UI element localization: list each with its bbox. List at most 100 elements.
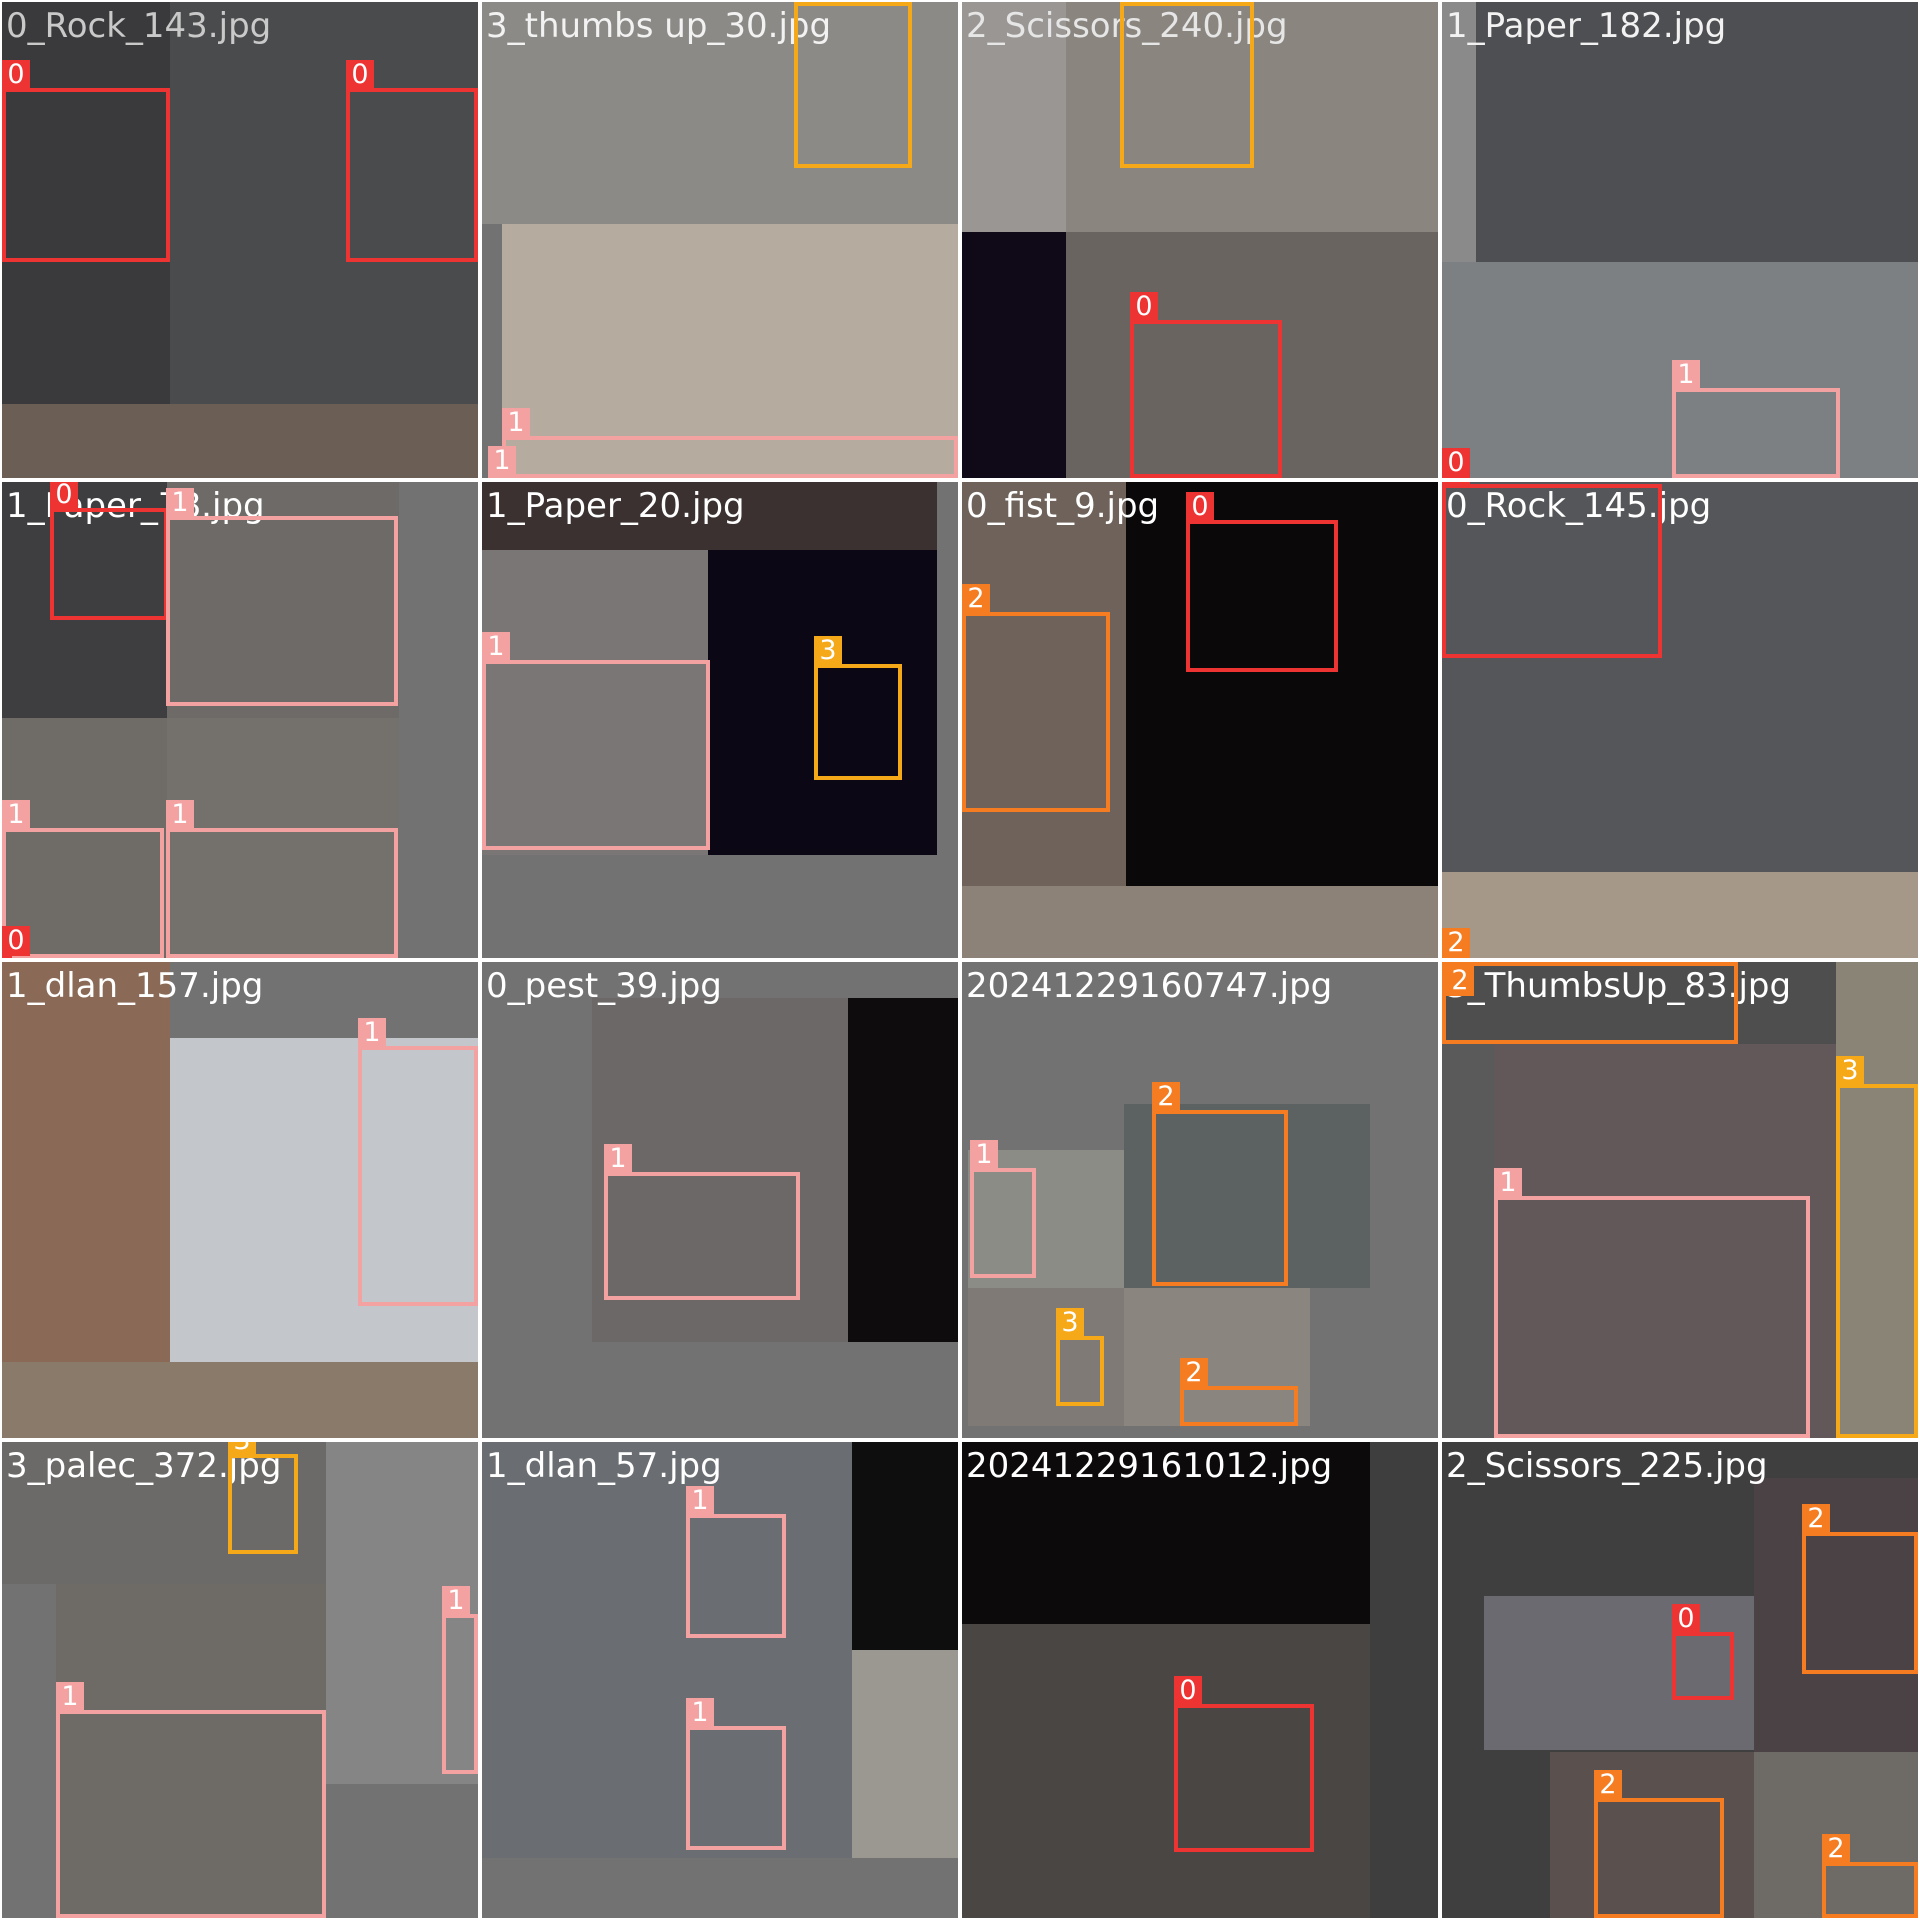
bbox-class-label: 2: [1594, 1770, 1622, 1800]
photo-patch: [167, 482, 399, 718]
bbox-class-2: 2: [1180, 1358, 1298, 1426]
tile-filename: 2_Scissors_240.jpg: [966, 6, 1288, 46]
bbox-class-2: 2: [962, 584, 1110, 812]
bbox-class-1: 1: [166, 488, 398, 706]
photo-patch: [482, 1650, 852, 1858]
bbox-class-label: 0: [1672, 1604, 1700, 1634]
bbox-class-2: 2: [1594, 1770, 1724, 1918]
photo-patch: [1370, 1442, 1438, 1918]
bbox-class-2: 2: [1442, 962, 1738, 1044]
tile-filename: 20241229160747.jpg: [966, 966, 1333, 1006]
tile-2-scissors-240: 2_Scissors_240.jpg 3 0: [962, 2, 1438, 478]
bbox-class-label: 0: [50, 482, 78, 510]
photo-patch: [968, 1150, 1124, 1288]
bbox-class-3: 3: [814, 636, 902, 780]
bbox-class-label: 1: [1672, 360, 1700, 390]
bbox-class-label: 1: [970, 1140, 998, 1170]
photo-patch: [1124, 1288, 1310, 1426]
bbox-class-label: 1: [502, 408, 530, 438]
bbox-class-label: 2: [1822, 1834, 1850, 1864]
bbox-class-1: 1: [166, 800, 398, 958]
photo-patch: [482, 1442, 852, 1650]
bbox-class-label: 2: [1180, 1358, 1208, 1388]
photo-patch: [962, 1624, 1370, 1918]
bbox-class-0: 0: [2, 60, 170, 262]
bbox-class-label: 3: [1120, 2, 1148, 4]
bbox-class-label: 3: [794, 2, 822, 4]
photo-patch: [482, 482, 937, 550]
photo-patch: [2, 962, 170, 1362]
tile-filename: 20241229161012.jpg: [966, 1446, 1333, 1486]
tile-3-thumbsup-83: 3_ThumbsUp_83.jpg 3 1 2: [1442, 962, 1918, 1438]
tile-0-fist-9: 0_fist_9.jpg 0 2: [962, 482, 1438, 958]
bbox-class-label: 1: [604, 1144, 632, 1174]
photo-patch: [56, 1584, 326, 1918]
tile-filename: 0_fist_9.jpg: [966, 486, 1160, 526]
bbox-class-0: 0: [1174, 1676, 1314, 1852]
bbox-class-2: 2: [1152, 1082, 1288, 1286]
photo-patch: [848, 998, 958, 1342]
bbox-class-label: 2: [1152, 1082, 1180, 1112]
bbox-class-0: 0: [346, 60, 478, 262]
bbox-class-2: 2: [1442, 928, 1470, 958]
photo-patch: [1484, 1596, 1754, 1750]
bbox-class-label: 0: [1442, 482, 1470, 486]
photo-patch: [1476, 2, 1918, 262]
bbox-class-label: 1: [686, 1486, 714, 1516]
tile-filename: 1_Paper_182.jpg: [1446, 6, 1727, 46]
photo-patch: [852, 1650, 958, 1858]
bbox-class-label: 1: [358, 1018, 386, 1048]
bbox-class-0: 0: [50, 482, 168, 620]
tile-0-rock-145: 0_Rock_145.jpg 0 2: [1442, 482, 1918, 958]
tile-1-paper-78: 1_Paper_78.jpg 0 1 1 1 0: [2, 482, 478, 958]
bbox-class-0: 0: [1672, 1604, 1734, 1700]
photo-patch: [1442, 872, 1918, 958]
bbox-class-1: 1: [686, 1698, 786, 1850]
photo-patch: [170, 2, 478, 404]
bbox-class-label: 1: [482, 632, 510, 662]
bbox-class-1: 1: [442, 1586, 478, 1774]
photo-patch: [1126, 482, 1438, 886]
photo-patch: [962, 886, 1438, 958]
photo-patch: [2, 1442, 326, 1584]
tile-filename: 0_pest_39.jpg: [486, 966, 722, 1006]
bbox-class-label: 0: [2, 926, 30, 956]
bbox-class-label: 2: [1802, 1504, 1830, 1534]
photo-patch: [2, 404, 478, 478]
bbox-class-3: 3: [1836, 1056, 1918, 1438]
bbox-class-label: 2: [1446, 966, 1474, 996]
bbox-class-1: 1: [502, 408, 958, 478]
tile-filename: 1_dlan_57.jpg: [486, 1446, 722, 1486]
tile-1-paper-20: 1_Paper_20.jpg 1 3: [482, 482, 958, 958]
photo-patch: [2, 482, 167, 718]
bbox-class-1: 1: [1494, 1168, 1810, 1438]
photo-patch: [592, 998, 848, 1342]
photo-patch: [962, 1442, 1370, 1624]
photo-patch: [170, 1038, 478, 1362]
bbox-class-label: 1: [488, 446, 516, 476]
bbox-class-1: 1: [56, 1682, 326, 1918]
bbox-class-label: 2: [1442, 928, 1470, 958]
bbox-class-label: 1: [1494, 1168, 1522, 1198]
bbox-class-2: 2: [1802, 1504, 1918, 1674]
photo-patch: [1066, 232, 1438, 478]
bbox-class-3: 3: [228, 1442, 298, 1554]
bbox-class-3: 3: [794, 2, 912, 168]
tile-filename: 1_Paper_20.jpg: [486, 486, 745, 526]
tile-filename: 3_thumbs up_30.jpg: [486, 6, 832, 46]
tile-filename: 2_Scissors_225.jpg: [1446, 1446, 1768, 1486]
photo-patch: [2, 2, 170, 404]
tile-filename: 1_dlan_157.jpg: [6, 966, 264, 1006]
bbox-class-1: 1: [1672, 360, 1840, 478]
bbox-class-label: 0: [2, 60, 30, 90]
bbox-class-label: 3: [228, 1442, 256, 1456]
tile-filename: 3_ThumbsUp_83.jpg: [1446, 966, 1792, 1006]
bbox-class-1: 1: [970, 1140, 1036, 1278]
photo-patch: [1124, 1104, 1370, 1288]
bbox-class-label: 1: [166, 488, 194, 518]
bbox-class-3: 3: [1056, 1308, 1104, 1406]
photo-patch: [2, 1362, 478, 1438]
photo-patch: [1494, 1044, 1836, 1438]
tile-1-paper-182: 1_Paper_182.jpg 1 0: [1442, 2, 1918, 478]
tile-0-rock-143: 0_Rock_143.jpg 0 0: [2, 2, 478, 478]
